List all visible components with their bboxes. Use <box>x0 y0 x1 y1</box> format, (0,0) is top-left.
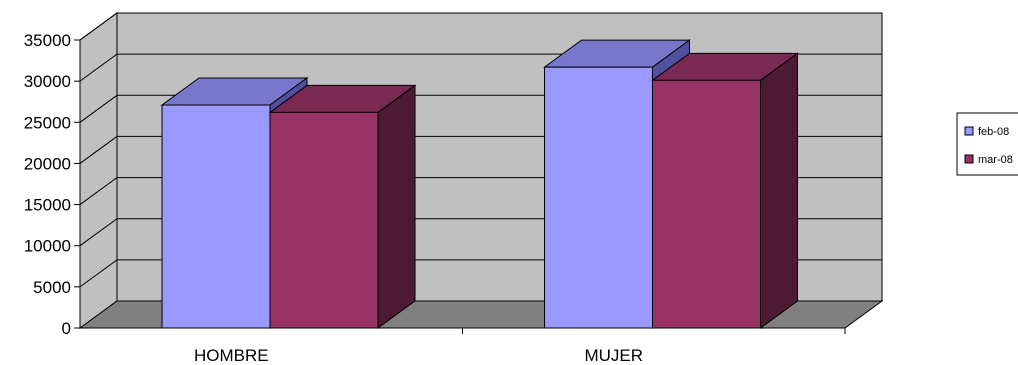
bars <box>160 39 800 329</box>
bar-front <box>269 111 379 329</box>
y-tick-label: 20000 <box>24 154 71 173</box>
y-tick-label: 30000 <box>24 72 71 91</box>
bar-front <box>544 66 653 329</box>
y-tick-label: 25000 <box>24 113 71 132</box>
y-tick-label: 10000 <box>24 237 71 256</box>
y-tick-label: 35000 <box>24 31 71 50</box>
legend: feb-08 mar-08 <box>956 112 1018 176</box>
bar-side <box>377 84 416 329</box>
axes: 0 5000 10000 15000 20000 25000 30000 35000 HOMBR… <box>24 31 846 365</box>
bar-front <box>161 104 271 329</box>
x-category-label: HOMBRE <box>194 346 269 365</box>
y-tick-label: 15000 <box>24 196 71 215</box>
gridline <box>79 12 882 41</box>
y-tick-label: 0 <box>62 319 71 338</box>
side-wall <box>79 12 118 329</box>
legend-box <box>956 112 1018 176</box>
bar-front <box>652 79 761 329</box>
legend-label: feb-08 <box>978 126 1009 138</box>
bar-mar-08-HOMBRE <box>268 84 417 329</box>
bar-mar-08-MUJER <box>650 52 800 329</box>
legend-swatch <box>964 126 974 136</box>
legend-swatch <box>964 154 974 164</box>
y-tick-label: 5000 <box>33 278 71 297</box>
x-category-label: MUJER <box>584 346 643 365</box>
legend-label: mar-08 <box>978 154 1013 166</box>
bar-side <box>760 52 798 329</box>
